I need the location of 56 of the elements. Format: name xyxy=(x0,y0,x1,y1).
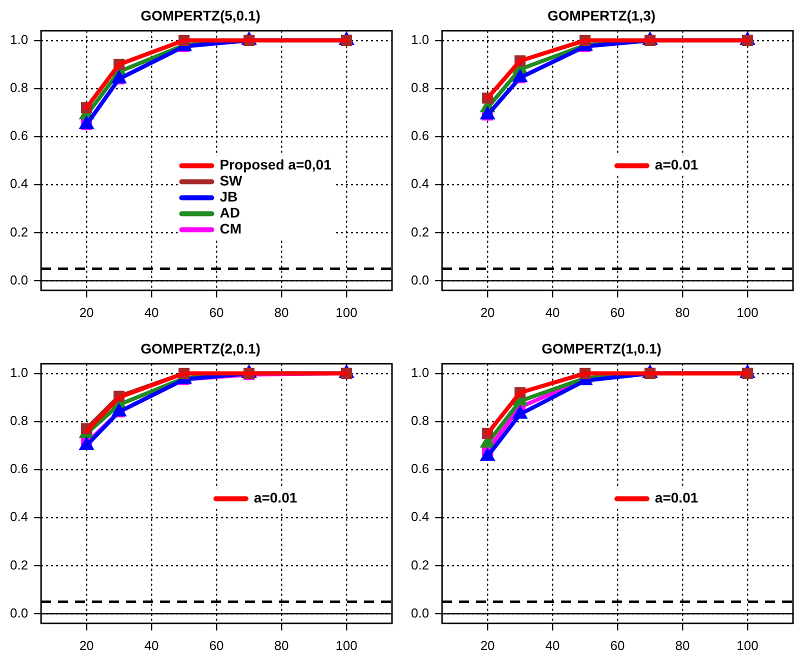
x-tick-label: 20 xyxy=(480,304,495,320)
y-tick-label: 1.0 xyxy=(410,32,430,47)
x-tick-label: 80 xyxy=(675,638,690,653)
legend-label: AD xyxy=(220,204,240,221)
legend-label: Proposed a=0,01 xyxy=(220,156,332,173)
x-tick-label: 20 xyxy=(79,638,94,653)
x-tick-label: 40 xyxy=(545,304,560,320)
y-tick-label: 0.8 xyxy=(10,80,28,96)
legend-label: SW xyxy=(220,172,244,189)
x-tick-label: 60 xyxy=(209,638,224,653)
x-tick-label: 100 xyxy=(336,638,358,653)
x-tick-label: 100 xyxy=(736,304,758,320)
x-tick-label: 40 xyxy=(144,638,159,653)
y-tick-label: 0.4 xyxy=(10,509,28,524)
y-tick-label: 0.2 xyxy=(410,224,430,240)
legend-label: a=0.01 xyxy=(254,490,298,506)
y-tick-label: 0.4 xyxy=(410,509,430,524)
y-tick-label: 0.8 xyxy=(10,413,28,428)
y-tick-label: 0.0 xyxy=(410,605,430,620)
x-tick-label: 60 xyxy=(610,638,625,653)
y-tick-label: 0.0 xyxy=(410,272,430,288)
x-tick-label: 100 xyxy=(336,304,358,320)
chart-title: GOMPERTZ(2,0.1) xyxy=(140,340,260,356)
y-tick-label: 1.0 xyxy=(10,364,28,380)
x-tick-label: 20 xyxy=(480,638,495,653)
x-tick-label: 40 xyxy=(144,304,159,320)
legend-label: a=0.01 xyxy=(654,156,698,173)
x-tick-label: 60 xyxy=(209,304,224,320)
legend-label: JB xyxy=(220,188,238,205)
y-tick-label: 0.2 xyxy=(410,557,430,572)
y-tick-label: 0.2 xyxy=(10,224,28,240)
y-tick-label: 0.0 xyxy=(10,272,28,288)
chart-title: GOMPERTZ(1,0.1) xyxy=(542,340,662,356)
x-tick-label: 80 xyxy=(274,638,289,653)
legend-label: CM xyxy=(220,220,242,237)
x-tick-label: 20 xyxy=(79,304,94,320)
x-tick-label: 80 xyxy=(274,304,289,320)
x-tick-label: 40 xyxy=(545,638,560,653)
chart-title: GOMPERTZ(1,3) xyxy=(547,7,656,24)
y-tick-label: 0.6 xyxy=(410,128,430,144)
chart-title: GOMPERTZ(5,0.1) xyxy=(140,7,260,24)
legend-label: a=0.01 xyxy=(654,490,698,506)
y-tick-label: 0.6 xyxy=(10,461,28,476)
y-tick-label: 0.6 xyxy=(410,461,430,476)
y-tick-label: 0.8 xyxy=(410,80,430,96)
y-tick-label: 0.0 xyxy=(10,605,28,620)
x-tick-label: 80 xyxy=(675,304,690,320)
x-tick-label: 100 xyxy=(736,638,758,653)
y-tick-label: 1.0 xyxy=(410,364,430,380)
y-tick-label: 0.2 xyxy=(10,557,28,572)
y-tick-label: 0.6 xyxy=(10,128,28,144)
y-tick-label: 0.4 xyxy=(10,176,28,192)
y-tick-label: 0.4 xyxy=(410,176,430,192)
y-tick-label: 1.0 xyxy=(10,32,28,47)
y-tick-label: 0.8 xyxy=(410,413,430,428)
x-tick-label: 60 xyxy=(610,304,625,320)
